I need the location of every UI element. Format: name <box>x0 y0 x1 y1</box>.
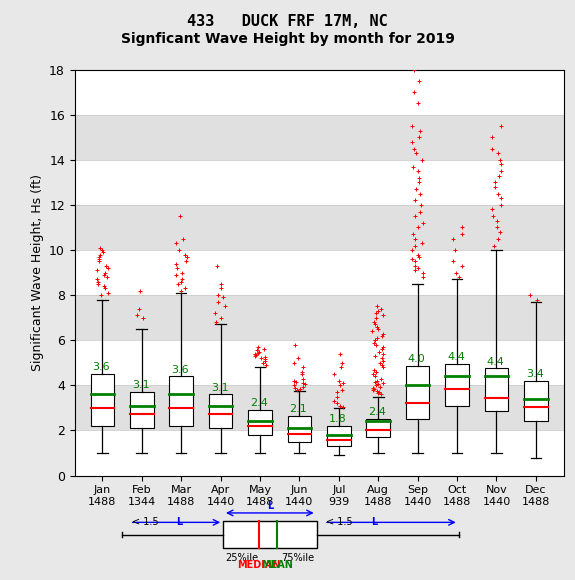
Bar <box>327 426 351 446</box>
Text: < 1.5: < 1.5 <box>326 517 355 527</box>
Bar <box>75 205 564 250</box>
Bar <box>90 374 114 426</box>
Text: 2.4: 2.4 <box>250 398 268 408</box>
Bar <box>75 115 564 160</box>
Text: 3.1: 3.1 <box>210 383 228 393</box>
Bar <box>366 419 390 437</box>
Text: < 1.5: < 1.5 <box>132 517 161 527</box>
Bar <box>248 410 272 435</box>
Text: L: L <box>177 517 183 527</box>
Text: 3.6: 3.6 <box>93 362 110 372</box>
Bar <box>445 364 469 405</box>
Bar <box>75 385 564 430</box>
Text: L: L <box>371 517 377 527</box>
Text: 433   DUCK FRF 17M, NC: 433 DUCK FRF 17M, NC <box>187 14 388 30</box>
Bar <box>130 392 154 428</box>
Text: 2.4: 2.4 <box>369 407 386 418</box>
Text: 4.0: 4.0 <box>408 354 426 364</box>
Bar <box>288 416 311 442</box>
Text: 4.4: 4.4 <box>486 357 504 367</box>
Bar <box>209 394 232 428</box>
Text: 1.8: 1.8 <box>329 414 347 424</box>
Bar <box>170 376 193 426</box>
Y-axis label: Significant Wave Height, Hs (ft): Significant Wave Height, Hs (ft) <box>30 174 44 371</box>
Text: 4.4: 4.4 <box>447 352 465 362</box>
Text: MEAN: MEAN <box>262 560 293 570</box>
Bar <box>485 368 508 411</box>
Text: 3.6: 3.6 <box>171 365 189 375</box>
Text: 75%ile: 75%ile <box>282 553 315 563</box>
Text: 25%ile: 25%ile <box>225 553 258 563</box>
Text: Signficant Wave Height by month for 2019: Signficant Wave Height by month for 2019 <box>121 32 454 46</box>
Bar <box>223 521 317 548</box>
Bar <box>524 381 548 422</box>
Text: 3.1: 3.1 <box>132 380 150 390</box>
Text: 3.4: 3.4 <box>526 369 544 379</box>
Text: MEDIAN: MEDIAN <box>237 560 280 570</box>
Bar <box>75 295 564 340</box>
Text: 2.1: 2.1 <box>290 404 307 414</box>
Bar <box>406 366 430 419</box>
Text: L: L <box>267 501 273 511</box>
